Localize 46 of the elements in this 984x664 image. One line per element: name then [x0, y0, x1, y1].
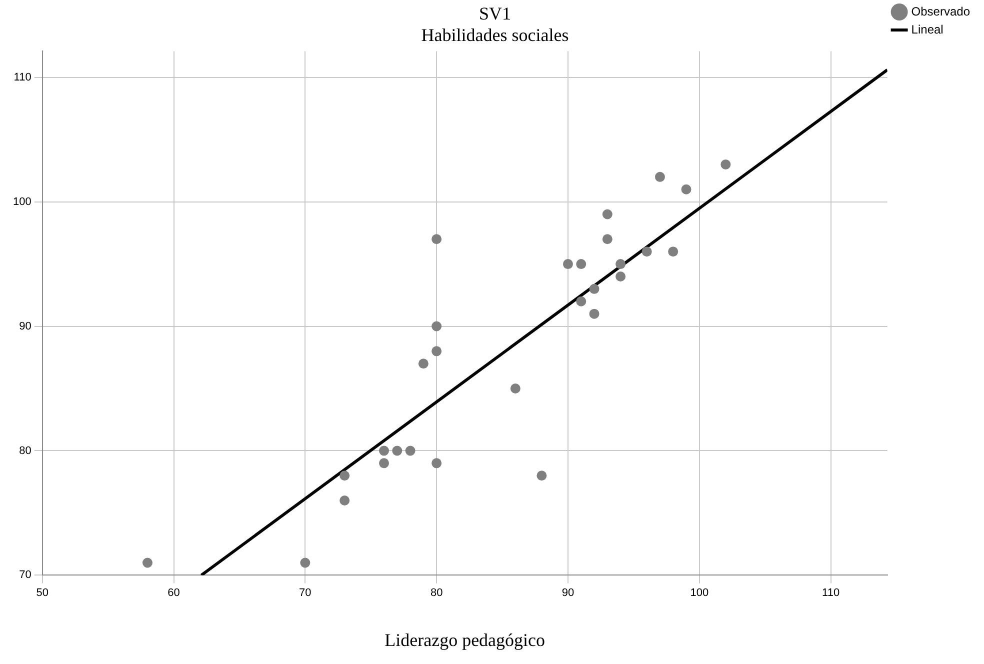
- x-tick-label: 80: [430, 586, 443, 599]
- point: [602, 209, 612, 220]
- point: [142, 558, 152, 568]
- legend-label: Observado: [911, 4, 970, 18]
- x-tick-label: 50: [36, 586, 48, 599]
- point: [379, 446, 390, 456]
- point: [589, 284, 600, 294]
- point: [576, 296, 586, 306]
- point: [432, 234, 442, 244]
- point: [562, 259, 573, 270]
- chart-title: SV1: [478, 4, 512, 24]
- point: [340, 496, 350, 506]
- x-tick-label: 60: [168, 586, 180, 599]
- point: [642, 246, 652, 257]
- y-tick-label: 70: [19, 569, 32, 582]
- point: [668, 246, 678, 257]
- point: [432, 458, 442, 468]
- point: [432, 321, 442, 332]
- point: [536, 470, 547, 481]
- point: [576, 259, 586, 270]
- point: [300, 558, 310, 568]
- y-tick-label: 110: [14, 71, 32, 84]
- x-tick-label: 100: [690, 586, 709, 599]
- point: [602, 234, 612, 244]
- y-tick-label: 100: [12, 196, 32, 208]
- point: [616, 271, 626, 282]
- point: [340, 470, 350, 481]
- point: [589, 308, 600, 319]
- point: [392, 446, 402, 456]
- point: [720, 159, 731, 170]
- point: [418, 358, 428, 369]
- point: [379, 458, 390, 468]
- x-tick-label: 90: [562, 586, 574, 599]
- point: [405, 446, 416, 456]
- point: [616, 259, 626, 270]
- y-axis-title: Habilidades sociales: [421, 25, 569, 46]
- x-tick-label: 70: [299, 586, 312, 599]
- point: [654, 172, 665, 182]
- point: [681, 184, 692, 194]
- y-tick-label: 90: [19, 320, 32, 332]
- point: [432, 346, 442, 356]
- x-axis-title: Liderazgo pedagógico: [384, 630, 546, 650]
- y-tick-label: 80: [19, 444, 32, 457]
- point: [510, 384, 520, 394]
- x-tick-label: 110: [822, 586, 840, 599]
- legend-label: Lineal: [911, 22, 944, 36]
